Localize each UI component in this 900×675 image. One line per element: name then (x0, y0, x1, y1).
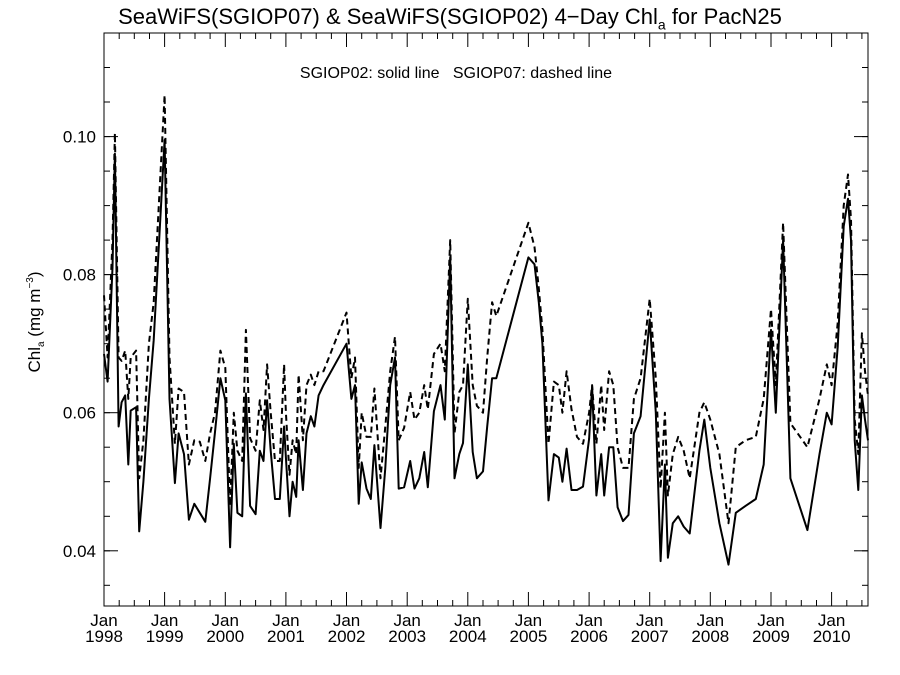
x-tick-label-month: Jan (333, 611, 360, 630)
x-tick-label-month: Jan (393, 611, 420, 630)
x-tick-label-month: Jan (272, 611, 299, 630)
y-tick-label: 0.04 (63, 542, 96, 561)
chart-title: SeaWiFS(SGIOP07) & SeaWiFS(SGIOP02) 4−Da… (118, 4, 782, 33)
y-tick-label: 0.10 (63, 128, 96, 147)
x-tick-label-year: 1998 (85, 627, 123, 646)
plot-frame (103, 32, 869, 607)
legend-annotation: SGIOP02: solid line SGIOP07: dashed line (300, 65, 612, 82)
x-tick-label-month: Jan (90, 611, 117, 630)
series-layer (103, 94, 869, 566)
x-tick-label-year: 2003 (388, 627, 426, 646)
axes: 0.040.060.080.10Jan1998Jan1999Jan2000Jan… (63, 32, 868, 646)
x-tick-label-year: 2001 (267, 627, 305, 646)
x-tick-label-year: 2002 (328, 627, 366, 646)
y-tick-label: 0.08 (63, 266, 96, 285)
x-tick-label-year: 2009 (752, 627, 790, 646)
x-tick-label-year: 1999 (146, 627, 184, 646)
x-tick-label-month: Jan (515, 611, 542, 630)
series-line-sgiop07 (103, 94, 869, 525)
x-tick-label-month: Jan (697, 611, 724, 630)
x-tick-label-month: Jan (575, 611, 602, 630)
x-tick-label-month: Jan (818, 611, 845, 630)
series-line-sgiop02 (103, 139, 869, 566)
x-tick-label-month: Jan (212, 611, 239, 630)
x-tick-label-month: Jan (454, 611, 481, 630)
x-tick-label-year: 2007 (631, 627, 669, 646)
x-tick-label-year: 2004 (449, 627, 487, 646)
y-tick-label: 0.06 (63, 404, 96, 423)
x-tick-label-year: 2005 (510, 627, 548, 646)
x-tick-label-month: Jan (636, 611, 663, 630)
x-tick-label-year: 2010 (813, 627, 851, 646)
x-tick-label-year: 2008 (691, 627, 729, 646)
x-tick-label-year: 2006 (570, 627, 608, 646)
x-tick-label-month: Jan (757, 611, 784, 630)
x-tick-label-year: 2000 (206, 627, 244, 646)
x-tick-label-month: Jan (151, 611, 178, 630)
